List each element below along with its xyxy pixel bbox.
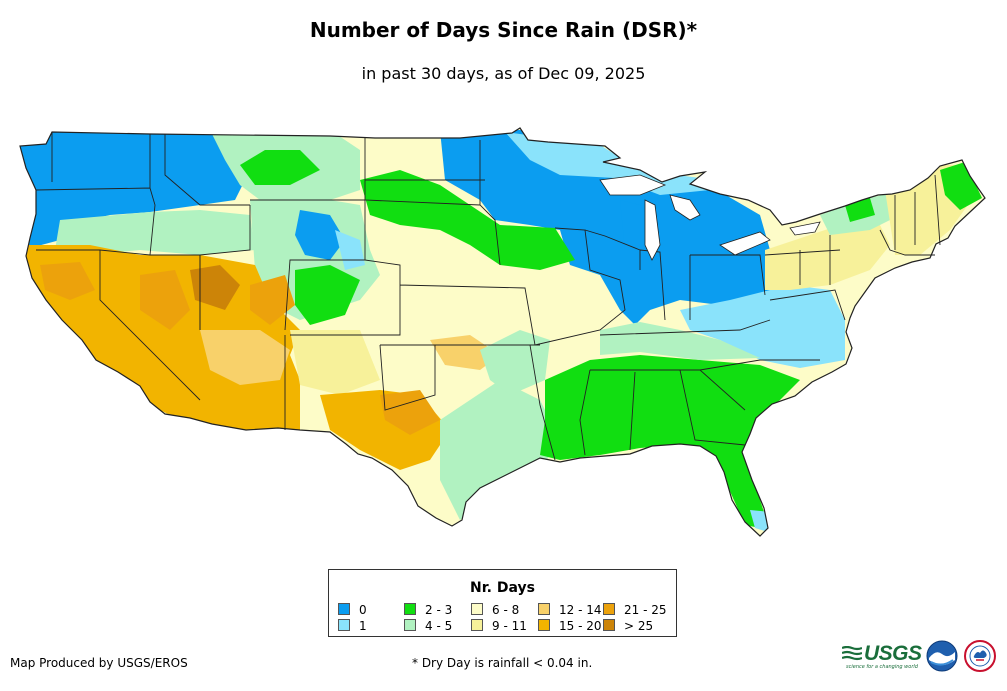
dry-day-footnote: * Dry Day is rainfall < 0.04 in. [412,656,593,670]
legend-swatch [538,603,550,615]
legend-item-2-3: 2 - 3 [404,603,452,617]
legend-item-6-8: 6 - 8 [471,603,519,617]
legend-swatch [538,619,550,631]
legend-swatch [471,619,483,631]
national-weather-service-logo-icon [964,640,996,672]
legend-item-0: 0 [338,603,367,617]
legend-item-9-11: 9 - 11 [471,619,527,633]
legend-swatch [471,603,483,615]
usgs-tagline: science for a changing world [846,664,918,670]
legend: Nr. Days 0 1 2 - 3 4 - 5 6 - 8 9 - 11 12… [328,569,677,637]
map-title: Number of Days Since Rain (DSR)* [309,18,698,42]
legend-swatch [404,619,416,631]
legend-swatch [603,619,615,631]
legend-item-gt25: > 25 [603,619,653,633]
great-lakes [599,174,821,261]
legend-item-4-5: 4 - 5 [404,619,452,633]
legend-swatch [338,603,350,615]
producer-credit: Map Produced by USGS/EROS [10,656,188,670]
legend-item-1: 1 [338,619,367,633]
usgs-logo: USGS science for a changing world [842,642,922,672]
usgs-wordmark: USGS [864,642,922,665]
legend-swatch [338,619,350,631]
legend-item-15-20: 15 - 20 [538,619,602,633]
legend-title: Nr. Days [470,580,535,596]
legend-item-21-25: 21 - 25 [603,603,667,617]
state-boundaries [35,132,941,461]
usgs-waves-icon [842,646,862,661]
legend-swatch [603,603,615,615]
legend-item-12-14: 12 - 14 [538,603,602,617]
noaa-logo-icon [926,640,958,672]
legend-swatch [404,603,416,615]
map-subtitle: in past 30 days, as of Dec 09, 2025 [361,64,646,83]
dsr-color-regions [20,128,985,536]
